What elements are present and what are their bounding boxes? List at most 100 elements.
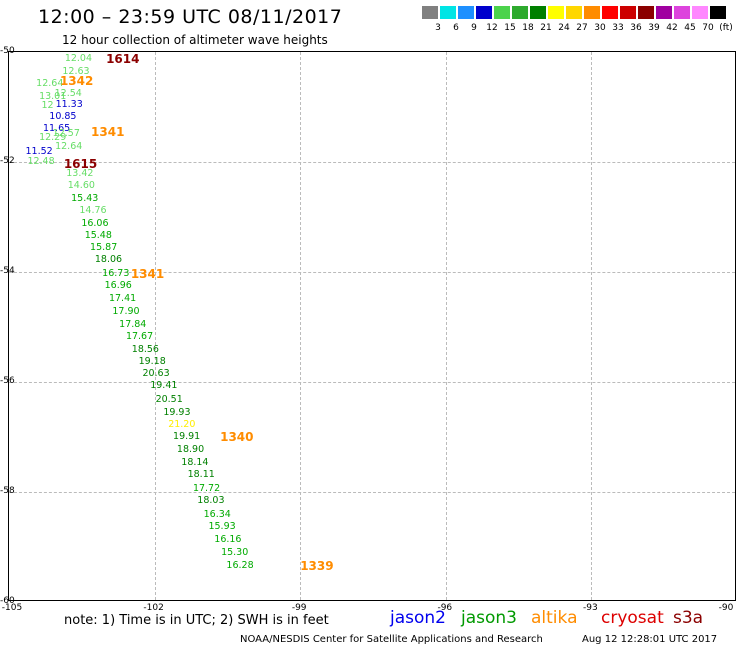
latitude-tick-label: -50: [0, 46, 15, 56]
pass-time-label: 1614: [106, 52, 140, 67]
wave-height-reading: 13.01: [39, 90, 67, 102]
legend-value: 15: [504, 23, 516, 33]
page-title: 12:00 – 23:59 UTC 08/11/2017: [38, 6, 343, 28]
wave-height-reading: 12: [41, 100, 54, 112]
legend-value: 9: [471, 23, 477, 33]
wave-height-reading: 18.11: [187, 469, 215, 481]
longitude-gridline: [445, 52, 447, 600]
legend-value: 33: [612, 23, 624, 33]
wave-height-reading: 14.76: [79, 205, 107, 217]
latitude-tick-label: -52: [0, 156, 15, 166]
wave-height-reading: 15.48: [84, 230, 112, 242]
wave-height-reading: 19.41: [150, 380, 178, 392]
wave-height-reading: 18.56: [131, 344, 159, 356]
legend-value: 3: [435, 23, 441, 33]
legend-swatch: [674, 6, 690, 19]
pass-time-label: 1339: [300, 558, 334, 573]
legend-swatch: [422, 6, 438, 19]
wave-height-reading: 17.90: [112, 306, 140, 318]
pass-time-label: 1341: [91, 125, 125, 140]
legend-swatch: [476, 6, 492, 19]
credit-line: NOAA/NESDIS Center for Satellite Applica…: [240, 634, 543, 645]
page-subtitle: 12 hour collection of altimeter wave hei…: [62, 33, 328, 47]
legend-swatch: [584, 6, 600, 19]
wave-height-reading: 12.48: [27, 155, 55, 167]
legend-value: 45: [684, 23, 696, 33]
wave-height-reading: 16.73: [102, 267, 130, 279]
wave-height-reading: 19.91: [173, 430, 201, 442]
wave-height-reading: 19.93: [163, 406, 191, 418]
wave-height-reading: 20.63: [142, 368, 170, 380]
legend-swatch: [548, 6, 564, 19]
wave-height-reading: 19.18: [138, 356, 166, 368]
legend-swatch: [602, 6, 618, 19]
longitude-gridline: [154, 52, 156, 600]
legend-value: 39: [648, 23, 660, 33]
longitude-tick-label: -102: [143, 603, 164, 613]
wave-height-reading: 11.65: [42, 122, 71, 134]
legend-swatch: [494, 6, 510, 19]
legend-swatch: [530, 6, 546, 19]
longitude-gridline: [591, 52, 593, 600]
latitude-gridline: [9, 382, 735, 383]
wave-height-reading: 16.34: [203, 508, 231, 520]
wave-height-reading: 12.57: [52, 127, 80, 139]
latitude-tick-label: -60: [0, 596, 15, 606]
legend-value: (ft): [719, 23, 733, 33]
legend-swatch: [656, 6, 672, 19]
wave-height-reading: 15.87: [90, 242, 118, 254]
legend-value: 6: [453, 23, 459, 33]
longitude-tick-label: -99: [291, 603, 307, 613]
wave-height-reading: 12.54: [54, 88, 82, 100]
wave-height-reading: 18.14: [181, 456, 209, 468]
pass-time-label: 1341: [130, 266, 165, 281]
wave-height-reading: 21.20: [168, 419, 196, 431]
wave-height-reading: 18.06: [94, 254, 123, 266]
latitude-gridline: [9, 162, 735, 163]
wave-height-reading: 18.90: [176, 443, 205, 455]
wave-height-reading: 12.04: [64, 53, 93, 65]
wave-height-reading: 16.28: [226, 559, 254, 571]
generation-timestamp: Aug 12 12:28:01 UTC 2017: [582, 634, 718, 645]
legend-value: 70: [702, 23, 714, 33]
wave-height-reading: 11.52: [25, 145, 53, 157]
pass-time-label: 1615: [63, 156, 98, 171]
longitude-tick-label: -90: [718, 603, 734, 613]
wave-height-reading: 15.43: [71, 193, 99, 205]
legend-value: 30: [594, 23, 606, 33]
legend-value: 27: [576, 23, 588, 33]
wave-height-reading: 17.84: [119, 318, 147, 330]
legend-swatch: [566, 6, 582, 19]
latitude-tick-label: -54: [0, 266, 15, 276]
wave-height-reading: 16.16: [214, 533, 242, 545]
wave-height-reading: 12.64: [36, 77, 64, 89]
wave-height-reading: 18.03: [197, 495, 225, 507]
legend-swatch: [458, 6, 474, 19]
legend-value: 42: [666, 23, 678, 33]
legend-swatch: [638, 6, 654, 19]
wave-height-reading: 11.33: [55, 99, 83, 111]
satellite-name: cryosat: [601, 608, 664, 628]
wave-height-reading: 17.41: [108, 293, 137, 305]
legend-value: 36: [630, 23, 642, 33]
latitude-tick-label: -56: [0, 376, 15, 386]
satellite-name: jason2: [390, 608, 446, 628]
wave-height-reading: 17.72: [192, 482, 221, 494]
wave-height-reading: 12.29: [39, 131, 67, 143]
wave-height-reading: 13.42: [66, 167, 94, 179]
legend-swatch: [692, 6, 708, 19]
map-plot-area: 12.04 12.63 12.64 13.01 12.54 12 11.33 10.85 11.…: [8, 51, 736, 601]
latitude-gridline: [9, 272, 735, 273]
latitude-tick-label: -58: [0, 486, 15, 496]
footer-note: note: 1) Time is in UTC; 2) SWH is in fe…: [64, 613, 329, 628]
wave-height-reading: 15.30: [221, 547, 249, 558]
wave-height-reading: 17.67: [125, 331, 154, 343]
longitude-tick-label: -96: [437, 603, 453, 613]
legend-value: 24: [558, 23, 570, 33]
wave-height-reading: 12.64: [55, 141, 83, 153]
legend-value: 12: [486, 23, 498, 33]
longitude-tick-label: -105: [1, 603, 23, 613]
pass-time-label: 1342: [59, 74, 94, 89]
satellite-name: jason3: [461, 608, 517, 628]
legend-swatch: [440, 6, 456, 19]
